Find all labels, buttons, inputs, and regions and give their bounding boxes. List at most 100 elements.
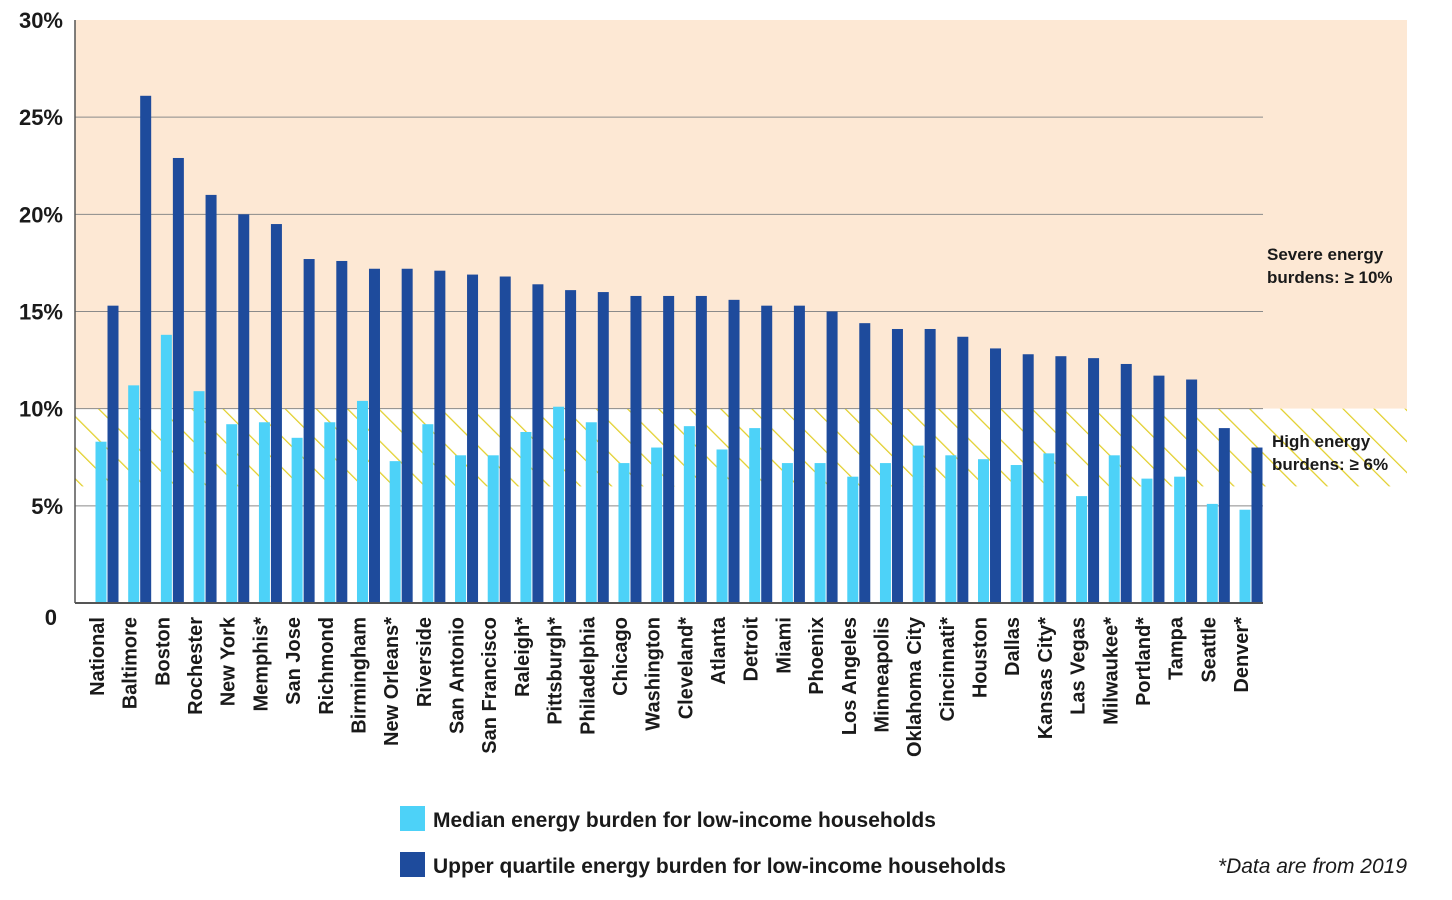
bar-group: [422, 270, 446, 603]
x-category-label: Dallas: [1002, 617, 1024, 676]
x-category-label: Portland*: [1133, 617, 1155, 706]
bar-upper-quartile: [1186, 379, 1198, 603]
x-category-label: San Jose: [283, 617, 305, 705]
bar-group: [455, 274, 479, 603]
x-category-label: Minneapolis: [871, 617, 893, 733]
bar-median: [585, 422, 597, 603]
legend-swatch-upper-quartile: [400, 852, 425, 877]
bar-group: [1206, 428, 1230, 603]
x-category-label: Richmond: [316, 617, 338, 715]
bar-median: [978, 459, 990, 603]
bar-upper-quartile: [924, 328, 936, 603]
bar-upper-quartile: [499, 276, 511, 603]
x-category-label: Riverside: [414, 617, 436, 707]
bar-upper-quartile: [434, 270, 446, 603]
x-category-label: Milwaukee*: [1100, 617, 1122, 725]
bar-median: [1043, 453, 1055, 603]
x-category-label: Philadelphia: [577, 616, 599, 735]
bar-upper-quartile: [859, 323, 871, 603]
bar-median: [847, 476, 859, 603]
bar-median: [879, 463, 891, 603]
bar-median: [945, 455, 957, 603]
x-category-label: San Francisco: [479, 617, 501, 754]
bar-group: [683, 295, 707, 603]
bar-median: [422, 424, 434, 603]
legend-swatch-median: [400, 806, 425, 831]
bar-median: [749, 428, 761, 603]
x-category-label: New Orleans*: [381, 617, 403, 746]
bar-upper-quartile: [565, 290, 577, 603]
bar-upper-quartile: [303, 259, 315, 603]
x-category-label: Rochester: [185, 617, 207, 715]
bar-upper-quartile: [368, 268, 380, 603]
bar-upper-quartile: [761, 305, 773, 603]
bar-group: [618, 295, 642, 603]
bar-group: [258, 224, 282, 604]
bar-median: [553, 406, 565, 603]
axes: [74, 20, 1263, 604]
x-category-label: San Antonio: [447, 617, 469, 734]
bar-median: [455, 455, 467, 603]
bar-median: [356, 400, 368, 603]
bar-group: [356, 268, 380, 603]
x-category-label: Cleveland*: [675, 617, 697, 719]
bar-upper-quartile: [663, 295, 675, 603]
x-category-label: Atlanta: [708, 616, 730, 685]
x-category-label: Raleigh*: [512, 617, 534, 697]
bar-median: [520, 431, 532, 603]
bar-median: [324, 422, 336, 603]
bar-upper-quartile: [1022, 354, 1034, 603]
bar-group: [1010, 354, 1034, 603]
bar-group: [95, 305, 119, 603]
bar-upper-quartile: [728, 299, 740, 603]
bar-group: [1141, 375, 1165, 603]
y-axis-ticks: 0 5% 10% 15% 20% 25% 30%: [19, 8, 63, 630]
bar-upper-quartile: [172, 157, 184, 603]
x-category-label: Phoenix: [806, 617, 828, 695]
bar-median: [651, 447, 663, 603]
x-category-label: Cincinnati*: [937, 617, 959, 722]
bar-median: [193, 391, 205, 603]
bar-group: [814, 311, 838, 603]
bar-group: [978, 348, 1002, 603]
bar-upper-quartile: [205, 194, 217, 603]
x-category-label: Washington: [643, 617, 665, 731]
bar-group: [781, 305, 805, 603]
bar-upper-quartile: [695, 295, 707, 603]
x-category-label: Baltimore: [120, 617, 142, 709]
bar-median: [814, 463, 826, 603]
bar-upper-quartile: [826, 311, 838, 603]
bar-median: [389, 461, 401, 603]
bar-group: [389, 268, 413, 603]
y-tick-label: 5%: [31, 494, 63, 519]
x-category-label: Tampa: [1166, 616, 1188, 680]
bar-median: [226, 424, 238, 603]
bar-median: [160, 334, 172, 603]
x-category-label: Boston: [152, 617, 174, 686]
x-category-label: Las Vegas: [1068, 617, 1090, 715]
bar-median: [291, 437, 303, 603]
bar-group: [291, 259, 315, 603]
bar-median: [1141, 478, 1153, 603]
bar-median: [912, 445, 924, 603]
bar-upper-quartile: [957, 336, 969, 603]
bar-upper-quartile: [891, 328, 903, 603]
high-zone-label-line1: High energy: [1272, 432, 1371, 451]
bar-median: [258, 422, 270, 603]
bar-median: [781, 463, 793, 603]
bar-group: [716, 299, 740, 603]
bar-upper-quartile: [1251, 447, 1263, 603]
bar-group: [749, 305, 773, 603]
bar-group: [487, 276, 511, 603]
bar-upper-quartile: [1153, 375, 1165, 603]
y-tick-label: 0: [45, 605, 57, 630]
bar-median: [1076, 496, 1088, 603]
bar-group: [1043, 356, 1067, 603]
bar-group: [160, 157, 184, 603]
bar-median: [618, 463, 630, 603]
bar-group: [1174, 379, 1198, 603]
x-category-label: Denver*: [1231, 617, 1253, 693]
bar-median: [1010, 465, 1022, 603]
bar-group: [1108, 363, 1132, 603]
bar-group: [520, 284, 544, 603]
